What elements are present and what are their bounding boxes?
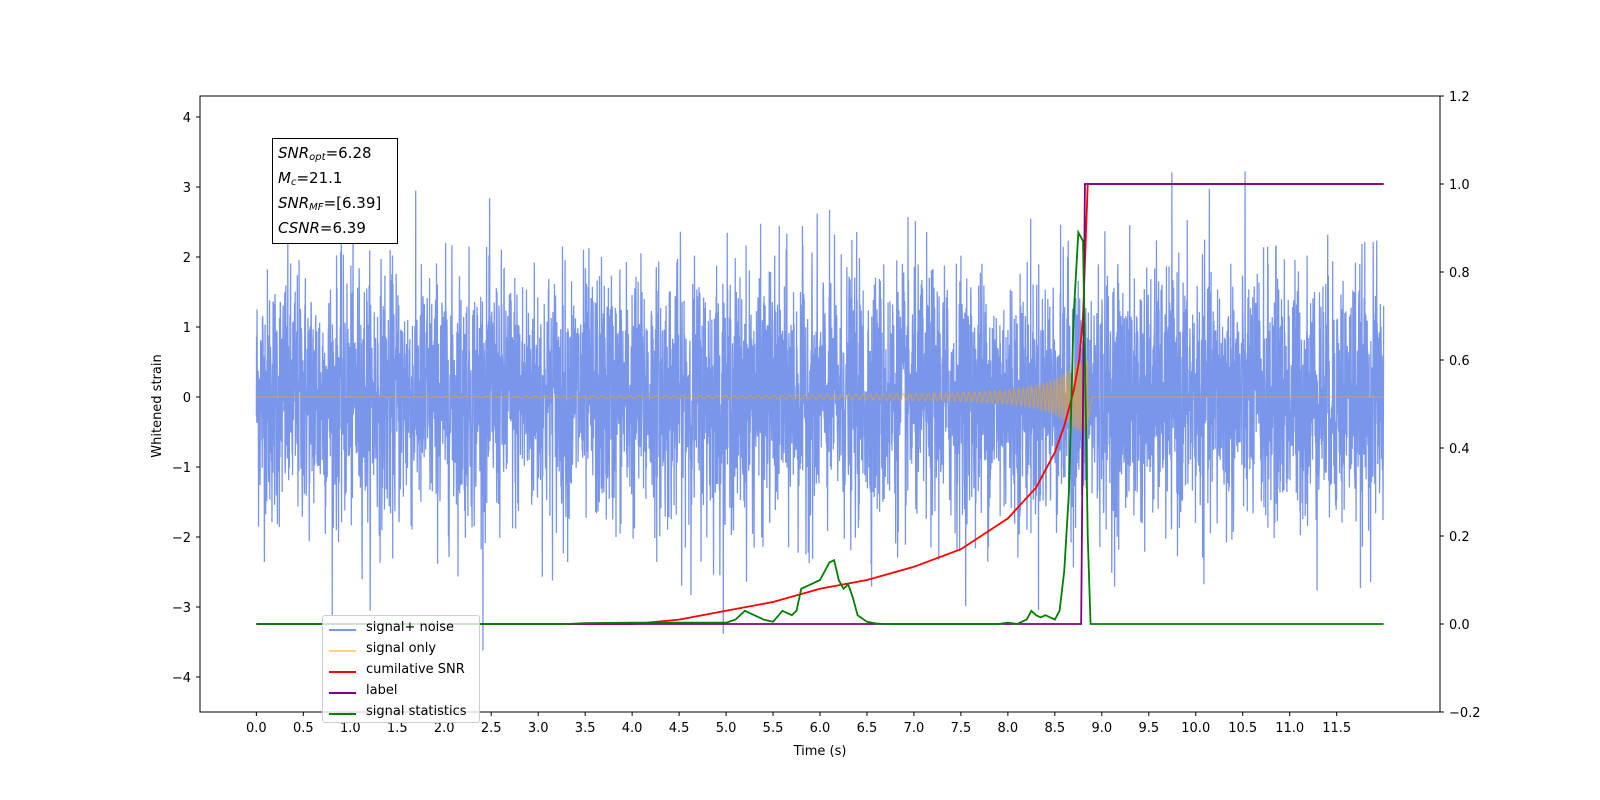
y-axis-label: Whitened strain [150,354,165,457]
x-tick-label: 10.5 [1228,721,1257,736]
x-tick-label: 7.0 [904,721,925,736]
legend: signal+ noise signal only cumilative SNR… [322,615,480,723]
x-tick-label: 0.5 [293,721,314,736]
y-tick-label: −1 [172,461,191,476]
x-tick-label: 4.0 [622,721,643,736]
x-axis-label: Time (s) [793,744,847,759]
y2-tick-label: 0.4 [1449,442,1470,457]
y-tick-label: −2 [172,531,191,546]
axes-layer: 0.0 0.5 1.0 1.5 2.0 2.5 3.0 3.5 4.0 4.5 5.0 5.5 6.0 6… [150,90,1481,759]
y2-tick-label: 1.2 [1449,90,1470,105]
series-line-signal-noise [255,171,1385,651]
x-tick-label: 6.5 [857,721,878,736]
legend-label: signal only [366,641,437,656]
y-tick-label: 1 [183,321,191,336]
series-line-signal-statistics [256,229,1384,625]
y-tick-label: −3 [172,601,191,616]
legend-label: signal+ noise [366,620,455,635]
y-tick-label: 0 [183,391,191,406]
x-tick-label: 3.0 [528,721,549,736]
x-tick-label: 9.0 [1091,721,1112,736]
x-tick-label: 6.0 [810,721,831,736]
legend-label: cumilative SNR [366,662,465,677]
annotation-csnr: CSNR=6.39 [278,219,366,237]
annotation-box: SNRopt=6.28 Mc=21.1 SNRMF=[6.39] CSNR=6.… [272,138,398,244]
annotation-chirp-mass: Mc=21.1 [278,169,343,188]
x-tick-label: 2.0 [434,721,455,736]
legend-swatch [329,671,356,673]
legend-swatch [329,713,356,715]
y2-tick-label: 0.6 [1449,354,1470,369]
x-tick-label: 8.0 [998,721,1019,736]
legend-item-signal-statistics: signal statistics [323,703,479,724]
legend-item-signal-noise: signal+ noise [323,619,479,640]
legend-swatch [329,692,356,694]
legend-label: signal statistics [366,704,467,719]
x-tick-label: 7.5 [951,721,972,736]
y2-tick-label: 0.2 [1449,530,1470,545]
y2-tick-label: −0.2 [1449,706,1481,721]
y-tick-label: 2 [183,251,191,266]
y-tick-label: 4 [183,111,191,126]
y-tick-label: 3 [183,181,191,196]
x-tick-label: 1.5 [387,721,408,736]
annotation-snr-opt: SNRopt=6.28 [278,144,372,163]
legend-item-signal-only: signal only [323,640,479,661]
legend-item-cumulative-snr: cumilative SNR [323,661,479,682]
y2-tick-label: 1.0 [1449,178,1470,193]
x-tick-label: 9.5 [1138,721,1159,736]
legend-swatch [329,650,356,652]
series-line-signal-only [256,359,1384,435]
x-tick-label: 1.0 [340,721,361,736]
series-line-label [256,183,1384,625]
legend-label: label [366,683,398,698]
x-tick-label: 4.5 [669,721,690,736]
x-tick-label: 5.5 [763,721,784,736]
x-tick-label: 11.5 [1322,721,1351,736]
legend-swatch [329,629,356,631]
x-tick-label: 10.0 [1181,721,1210,736]
series-layer [255,171,1385,651]
x-tick-label: 11.0 [1275,721,1304,736]
y-tick-label: −4 [172,671,191,686]
legend-item-label: label [323,682,479,703]
x-tick-label: 2.5 [481,721,502,736]
annotation-snr-mf: SNRMF=[6.39] [278,194,382,213]
x-tick-label: 0.0 [246,721,267,736]
x-tick-label: 3.5 [575,721,596,736]
x-tick-label: 5.0 [716,721,737,736]
y2-tick-label: 0.0 [1449,618,1470,633]
x-tick-label: 8.5 [1045,721,1066,736]
y2-tick-label: 0.8 [1449,266,1470,281]
